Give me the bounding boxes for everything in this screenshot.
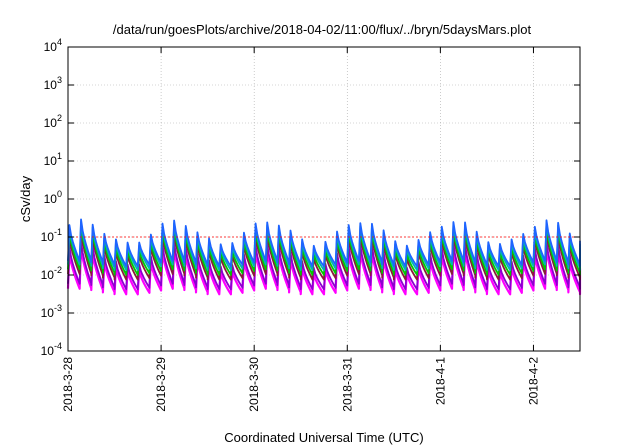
series-line <box>67 229 581 281</box>
data-series <box>66 218 582 296</box>
y-tick-label: 10-3 <box>41 303 62 320</box>
y-tick-label: 102 <box>44 113 62 130</box>
y-tick-label: 101 <box>44 151 62 168</box>
series-line <box>67 239 581 291</box>
x-tick-label: 2018-3-30 <box>247 357 261 412</box>
series-line <box>67 218 581 268</box>
x-tick-label: 2018-3-31 <box>340 357 354 412</box>
x-tick-label: 2018-4-1 <box>433 357 447 405</box>
series-line <box>66 245 582 296</box>
series-line <box>67 220 581 272</box>
chart-title: /data/run/goesPlots/archive/2018-04-02/1… <box>113 22 532 37</box>
x-tick-label: 2018-3-28 <box>61 357 75 412</box>
y-tick-label: 10-1 <box>41 227 62 244</box>
y-tick-label: 10-2 <box>41 265 62 282</box>
series-line <box>67 225 581 276</box>
y-tick-label: 10-4 <box>41 341 62 358</box>
x-axis-label: Coordinated Universal Time (UTC) <box>224 430 423 445</box>
grid-lines <box>68 47 580 351</box>
x-tick-label: 2018-3-29 <box>154 357 168 412</box>
y-axis-label: cSv/day <box>18 175 33 222</box>
y-tick-label: 103 <box>44 75 62 92</box>
y-tick-label: 100 <box>44 189 62 206</box>
x-axis-ticks: 2018-3-28 2018-3-29 2018-3-30 2018-3-31 2018… <box>61 47 540 412</box>
y-tick-label: 104 <box>44 37 62 54</box>
x-tick-label: 2018-4-2 <box>526 357 540 405</box>
y-axis-ticks: 10-4 10-3 10-2 10-1 100 101 102 103 104 <box>41 37 580 358</box>
